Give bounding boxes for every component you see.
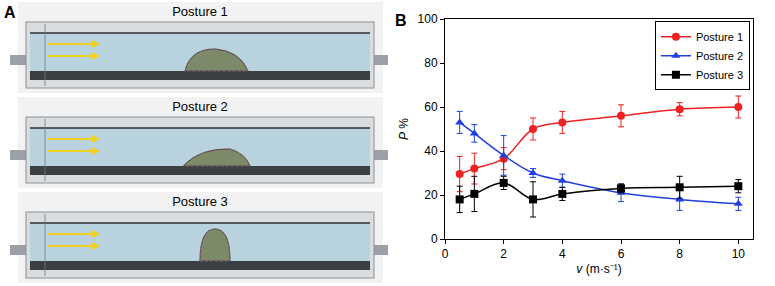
svg-text:B: B	[395, 12, 407, 29]
svg-text:10: 10	[732, 247, 746, 261]
svg-text:P %: P %	[397, 118, 411, 140]
svg-text:v (m·s⁻¹): v (m·s⁻¹)	[576, 262, 621, 276]
svg-text:Posture 2: Posture 2	[696, 50, 743, 62]
svg-text:0: 0	[431, 232, 438, 246]
svg-text:2: 2	[500, 247, 507, 261]
svg-text:20: 20	[424, 188, 438, 202]
svg-text:A: A	[4, 4, 16, 21]
svg-text:100: 100	[418, 12, 438, 26]
svg-text:Posture 3: Posture 3	[172, 194, 228, 209]
svg-text:0: 0	[442, 247, 449, 261]
svg-text:60: 60	[424, 100, 438, 114]
svg-text:6: 6	[618, 247, 625, 261]
svg-text:Posture 3: Posture 3	[696, 69, 743, 81]
svg-text:Posture 2: Posture 2	[172, 99, 228, 114]
svg-text:8: 8	[676, 247, 683, 261]
svg-text:Posture 1: Posture 1	[172, 4, 228, 19]
svg-text:4: 4	[559, 247, 566, 261]
svg-text:80: 80	[424, 56, 438, 70]
svg-text:40: 40	[424, 144, 438, 158]
svg-text:Posture 1: Posture 1	[696, 31, 743, 43]
